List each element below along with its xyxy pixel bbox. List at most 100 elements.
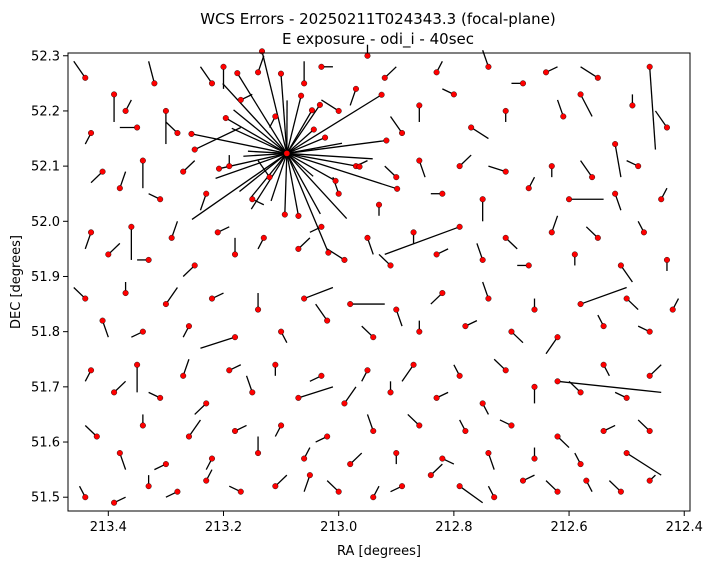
star-marker: [583, 477, 590, 484]
star-marker: [554, 334, 561, 341]
star-marker: [278, 328, 285, 335]
plot-area: [67, 52, 691, 512]
star-marker: [456, 223, 463, 230]
star-marker: [122, 107, 129, 114]
converging-vector: [286, 95, 302, 154]
star-marker: [145, 256, 152, 263]
star-marker: [399, 483, 406, 490]
error-vector: [343, 386, 357, 404]
star-marker: [617, 262, 624, 269]
converging-vector: [286, 129, 315, 154]
star-marker: [416, 157, 423, 164]
star-marker: [543, 69, 550, 76]
converging-vector: [286, 94, 382, 154]
converging-vector: [286, 104, 321, 154]
star-marker: [356, 163, 363, 170]
star-marker: [508, 328, 515, 335]
converging-vector: [191, 152, 288, 221]
converging-vector: [286, 152, 336, 182]
error-vector: [470, 126, 489, 140]
converging-vector: [247, 150, 287, 155]
star-marker: [272, 483, 279, 490]
star-marker: [646, 372, 653, 379]
star-marker: [394, 185, 401, 192]
star-marker: [208, 295, 215, 302]
x-tick-label: 212.8: [435, 520, 472, 535]
star-marker: [410, 229, 417, 236]
star-marker: [295, 245, 302, 252]
star-marker: [162, 107, 169, 114]
star-marker: [347, 301, 354, 308]
star-marker: [234, 70, 241, 77]
converging-vector: [231, 127, 288, 155]
converging-vector: [286, 137, 326, 155]
star-marker: [617, 488, 624, 495]
star-marker: [416, 422, 423, 429]
y-tick-label: 51.6: [31, 436, 60, 451]
star-marker: [531, 306, 538, 313]
star-marker: [111, 389, 118, 396]
star-marker: [301, 455, 308, 462]
star-marker: [612, 190, 619, 197]
star-marker: [468, 124, 475, 131]
y-tick-label: 52.1: [31, 160, 60, 175]
star-marker: [669, 306, 676, 313]
converging-vector: [286, 153, 300, 217]
error-vector: [315, 303, 328, 321]
star-marker: [663, 256, 670, 263]
star-marker: [226, 163, 233, 170]
error-vector: [165, 287, 178, 305]
star-marker: [306, 472, 313, 479]
star-marker: [352, 85, 359, 92]
star-marker: [554, 378, 561, 385]
star-marker: [180, 372, 187, 379]
converging-vector: [261, 51, 288, 154]
star-marker: [485, 63, 492, 70]
star-marker: [191, 262, 198, 269]
star-marker: [376, 201, 383, 208]
star-marker: [88, 130, 95, 137]
star-marker: [249, 196, 256, 203]
star-marker: [237, 488, 244, 495]
star-marker: [203, 400, 210, 407]
error-vector: [200, 336, 236, 349]
error-vector: [580, 160, 593, 178]
star-marker: [249, 389, 256, 396]
converging-vector: [286, 152, 373, 160]
star-marker: [612, 141, 619, 148]
star-marker: [255, 69, 262, 76]
converging-vector: [222, 83, 288, 154]
error-vector: [401, 364, 415, 382]
star-marker: [88, 367, 95, 374]
star-marker: [232, 334, 239, 341]
error-vector: [298, 386, 334, 399]
converging-vector: [284, 153, 288, 215]
star-marker: [139, 422, 146, 429]
star-marker: [324, 433, 331, 440]
converging-vector: [270, 153, 288, 202]
error-vector: [384, 226, 460, 256]
error-vector: [579, 94, 593, 117]
y-axis-label: DEC [degrees]: [9, 235, 24, 329]
star-marker: [519, 477, 526, 484]
error-vector: [389, 116, 403, 134]
star-marker: [203, 190, 210, 197]
star-marker: [99, 168, 106, 175]
error-vector: [580, 286, 627, 305]
star-marker: [341, 256, 348, 263]
y-axis-ticks: 51.5 51.6 51.7 51.8 51.9 52.0 52.1 52.2 52.3: [31, 49, 68, 506]
star-marker: [335, 107, 342, 114]
converging-vector: [286, 152, 398, 190]
star-marker: [594, 74, 601, 81]
converging-vector: [250, 153, 288, 210]
star-marker: [128, 223, 135, 230]
star-marker: [439, 290, 446, 297]
star-marker: [322, 134, 329, 141]
star-marker: [335, 488, 342, 495]
star-marker: [485, 295, 492, 302]
star-marker: [554, 488, 561, 495]
y-tick-label: 52.2: [31, 104, 60, 119]
star-marker: [370, 494, 377, 501]
star-marker: [646, 328, 653, 335]
